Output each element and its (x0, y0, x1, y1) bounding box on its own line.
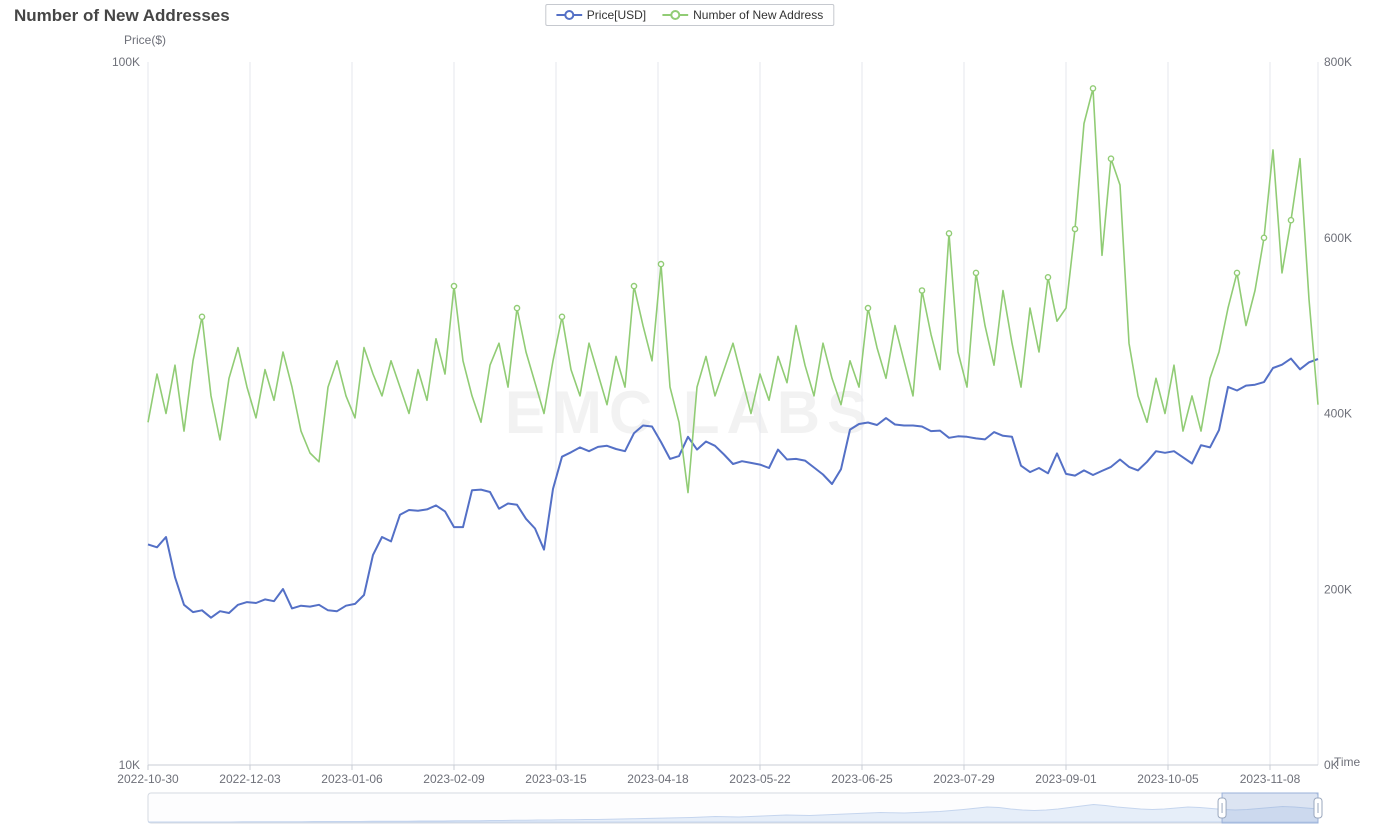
x-tick-label: 2023-09-01 (1035, 772, 1097, 786)
new-address-point-marker (1287, 216, 1295, 224)
x-tick-label: 2023-06-25 (831, 772, 893, 786)
new-address-point-marker (1233, 269, 1241, 277)
new-address-point-marker (630, 282, 638, 290)
x-tick-label: 2023-03-15 (525, 772, 587, 786)
new-address-point-marker (450, 282, 458, 290)
x-tick-label: 2023-05-22 (729, 772, 791, 786)
new-address-point-marker (558, 313, 566, 321)
new-address-point-marker (1044, 273, 1052, 281)
price-series-legend-icon (555, 10, 582, 20)
x-tick-label: 2023-07-29 (933, 772, 995, 786)
x-axis-name: Time (1334, 755, 1361, 769)
legend-item-new-address[interactable]: Number of New Address (662, 8, 823, 22)
legend-label-price: Price[USD] (586, 8, 647, 22)
new-address-line-series (147, 87, 1319, 494)
new-address-point-marker (1260, 234, 1268, 242)
new-address-point-marker (657, 260, 665, 268)
right-tick-label: 600K (1324, 231, 1352, 245)
x-tick-label: 2023-04-18 (627, 772, 689, 786)
left-tick-label: 10K (119, 758, 140, 772)
new-address-point-marker (1071, 225, 1079, 233)
legend-label-new-address: Number of New Address (693, 8, 824, 22)
new-address-point-marker (945, 230, 953, 237)
new-address-point-marker (198, 313, 206, 321)
watermark-text: EMC LABS (504, 379, 875, 446)
new-address-point-marker (513, 304, 521, 312)
x-tick-label: 2023-11-08 (1240, 772, 1301, 786)
chart-title: Number of New Addresses (14, 6, 230, 25)
datazoom-selected-window[interactable] (1221, 792, 1319, 824)
new-address-point-marker (918, 287, 926, 294)
x-tick-label: 2023-10-05 (1137, 772, 1199, 786)
x-tick-label: 2022-12-03 (219, 772, 281, 786)
legend: Price[USD] Number of New Address (544, 4, 835, 26)
new-address-series-legend-icon (662, 10, 689, 20)
x-tick-label: 2023-02-09 (423, 772, 485, 786)
new-address-point-marker (1107, 155, 1115, 162)
left-axis-name: Price($) (124, 33, 167, 47)
x-tick-label: 2023-01-06 (321, 772, 383, 786)
price-line-series (147, 357, 1319, 619)
datazoom-shadow-chart (148, 803, 1319, 823)
legend-item-price[interactable]: Price[USD] (555, 8, 647, 22)
right-tick-label: 800K (1324, 55, 1352, 69)
right-tick-label: 400K (1324, 407, 1352, 421)
left-tick-label: 100K (112, 55, 140, 69)
right-tick-label: 0K (1324, 758, 1339, 772)
x-tick-label: 2022-10-30 (117, 772, 179, 786)
new-address-point-marker (972, 269, 980, 277)
right-tick-label: 200K (1324, 582, 1352, 596)
new-address-point-marker (1089, 85, 1097, 92)
new-address-point-marker (864, 304, 872, 312)
